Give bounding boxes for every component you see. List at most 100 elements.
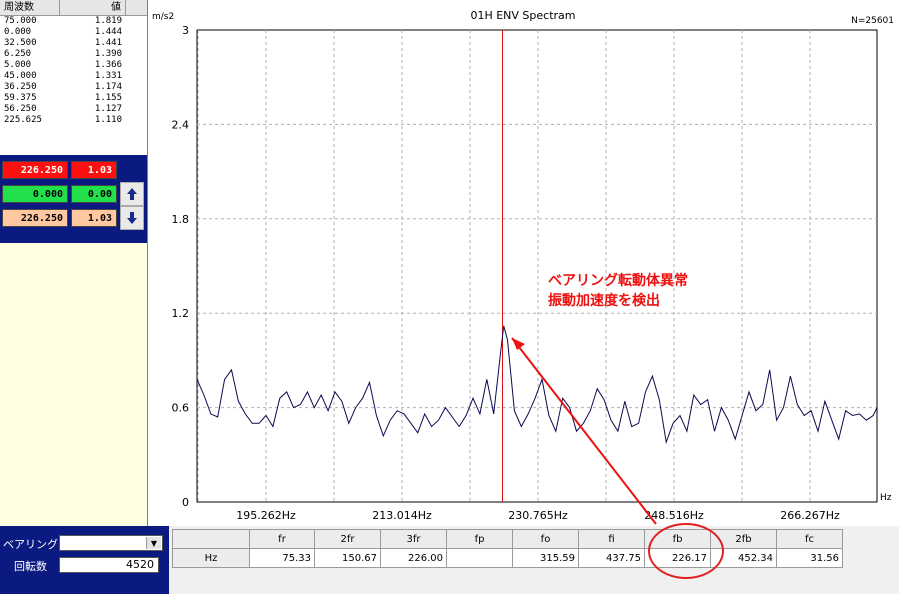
freq-value-fp[interactable]	[446, 548, 513, 568]
y-tick-label: 0.6	[172, 402, 190, 415]
peak-list-header: 周波数 値	[0, 0, 147, 16]
annotation-arrowhead	[512, 338, 525, 350]
x-tick-label: 248.516Hz	[644, 509, 704, 522]
freq-value-fo[interactable]: 315.59	[512, 548, 579, 568]
delta-cursor-freq[interactable]: 226.250	[2, 209, 68, 227]
x-tick-label: 213.014Hz	[372, 509, 432, 522]
peak-list-header-value[interactable]: 値	[60, 0, 126, 15]
peak-freq-cell: 75.000	[4, 16, 37, 26]
bearing-select[interactable]: ▼	[59, 535, 163, 551]
left-panel: 周波数 値 75.000 1.819 0.000 1.444 32.500 1.441 6.…	[0, 0, 148, 526]
freq-table-corner	[172, 529, 250, 549]
peak-list-row[interactable]: 32.500 1.441	[0, 38, 147, 49]
cursor-up-button[interactable]	[120, 182, 144, 206]
peak-freq-cell: 36.250	[4, 82, 37, 92]
peak-value-cell: 1.819	[94, 16, 122, 26]
peak-value-cell: 1.110	[94, 115, 122, 125]
x-tick-label: 230.765Hz	[508, 509, 568, 522]
bearing-panel: ベアリング ▼ 回転数 4520	[0, 526, 169, 594]
peak-freq-cell: 56.250	[4, 104, 37, 114]
sample-count-label: N=25601	[851, 16, 894, 26]
y-tick-label: 2.4	[172, 118, 190, 131]
peak-list-row[interactable]: 59.375 1.155	[0, 93, 147, 104]
peak-value-cell: 1.331	[94, 71, 122, 81]
grid-layer	[197, 30, 877, 502]
main-cursor-value[interactable]: 1.03	[71, 161, 117, 179]
bearing-label: ベアリング	[3, 538, 58, 551]
arrow-down-icon	[127, 212, 137, 224]
freq-header-fo: fo	[512, 529, 579, 549]
peak-freq-cell: 225.625	[4, 115, 42, 125]
freq-table-row-label: Hz	[172, 548, 250, 568]
y-tick-label: 0	[182, 496, 189, 509]
peak-list-row[interactable]: 0.000 1.444	[0, 27, 147, 38]
peak-freq-cell: 45.000	[4, 71, 37, 81]
delta-cursor-value[interactable]: 1.03	[71, 209, 117, 227]
peak-value-cell: 1.174	[94, 82, 122, 92]
freq-header-2fb: 2fb	[710, 529, 777, 549]
peak-list-header-freq[interactable]: 周波数	[0, 0, 60, 15]
chart-title: 01H ENV Spectram	[470, 9, 575, 22]
x-tick-label: 266.267Hz	[780, 509, 840, 522]
cursor-panel: 226.250 1.03 0.000 0.00 226.250 1.03	[0, 155, 147, 243]
annotation-line-1: ベアリング転動体異常	[548, 272, 688, 289]
peak-list-row[interactable]: 36.250 1.174	[0, 82, 147, 93]
freq-value-fi[interactable]: 437.75	[578, 548, 645, 568]
main-cursor-freq[interactable]: 226.250	[2, 161, 68, 179]
freq-value-3fr[interactable]: 226.00	[380, 548, 447, 568]
series-line	[196, 325, 878, 445]
peak-list-row[interactable]: 45.000 1.331	[0, 71, 147, 82]
peak-freq-cell: 6.250	[4, 49, 32, 59]
peak-freq-cell: 5.000	[4, 60, 32, 70]
y-tick-label: 1.2	[172, 307, 190, 320]
peak-list-row[interactable]: 6.250 1.390	[0, 49, 147, 60]
freq-header-2fr: 2fr	[314, 529, 381, 549]
x-tick-label: 195.262Hz	[236, 509, 296, 522]
peak-list-row[interactable]: 225.625 1.110	[0, 115, 147, 126]
freq-header-fc: fc	[776, 529, 843, 549]
reference-cursor-value[interactable]: 0.00	[71, 185, 117, 203]
peak-value-cell: 1.441	[94, 38, 122, 48]
x-axis-unit: Hz	[880, 493, 892, 503]
arrow-up-icon	[127, 188, 137, 200]
y-axis-unit: m/s2	[152, 12, 174, 22]
annotation-line-2: 振動加速度を検出	[548, 292, 660, 309]
x-ticks: 195.262Hz 213.014Hz 230.765Hz 248.516Hz 266.…	[236, 509, 840, 522]
peak-value-cell: 1.366	[94, 60, 122, 70]
spectrum-chart[interactable]: 01H ENV Spectram m/s2 N=25601 Hz 0 0.6 1.2…	[148, 0, 899, 526]
speed-label: 回転数	[14, 560, 47, 573]
annotation: ベアリング転動体異常 振動加速度を検出	[511, 272, 688, 525]
peak-value-cell: 1.155	[94, 93, 122, 103]
freq-header-fp: fp	[446, 529, 513, 549]
characteristic-freq-panel: fr 2fr 3fr fp fo fi fb 2fb fc Hz 75.33 150.67 226.…	[169, 526, 899, 594]
freq-header-3fr: 3fr	[380, 529, 447, 549]
speed-input[interactable]: 4520	[59, 557, 159, 573]
freq-value-2fb[interactable]: 452.34	[710, 548, 777, 568]
peak-value-cell: 1.444	[94, 27, 122, 37]
y-ticks: 0 0.6 1.2 1.8 2.4 3	[172, 24, 190, 509]
annotation-arrow	[511, 337, 657, 525]
peak-list-row[interactable]: 5.000 1.366	[0, 60, 147, 71]
cursor-down-button[interactable]	[120, 206, 144, 230]
spectrum-chart-svg: 01H ENV Spectram m/s2 N=25601 Hz 0 0.6 1.2…	[152, 9, 894, 525]
freq-value-fc[interactable]: 31.56	[776, 548, 843, 568]
y-tick-label: 3	[182, 24, 189, 37]
freq-table-value-row: Hz 75.33 150.67 226.00 315.59 437.75 226.17 45…	[172, 548, 843, 568]
peak-freq-cell: 32.500	[4, 38, 37, 48]
peak-value-cell: 1.127	[94, 104, 122, 114]
chevron-down-icon[interactable]: ▼	[146, 537, 161, 549]
freq-header-fi: fi	[578, 529, 645, 549]
freq-header-fb: fb	[644, 529, 711, 549]
freq-value-fr[interactable]: 75.33	[249, 548, 315, 568]
plot-frame	[196, 29, 878, 503]
freq-value-2fr[interactable]: 150.67	[314, 548, 381, 568]
peak-freq-cell: 59.375	[4, 93, 37, 103]
peak-freq-cell: 0.000	[4, 27, 32, 37]
peak-list-row[interactable]: 56.250 1.127	[0, 104, 147, 115]
freq-value-fb[interactable]: 226.17	[644, 548, 711, 568]
freq-header-fr: fr	[249, 529, 315, 549]
peak-list-rows: 75.000 1.819 0.000 1.444 32.500 1.441 6.250 1.3…	[0, 16, 147, 126]
reference-cursor-freq[interactable]: 0.000	[2, 185, 68, 203]
y-tick-label: 1.8	[172, 213, 190, 226]
peak-list-row[interactable]: 75.000 1.819	[0, 16, 147, 27]
